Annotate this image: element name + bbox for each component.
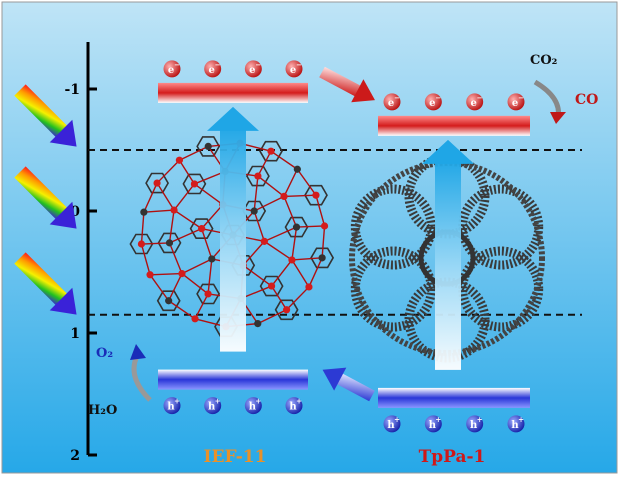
svg-text:−: −: [394, 93, 400, 102]
light-arrows: [14, 84, 77, 315]
electron: e−: [285, 60, 303, 78]
svg-text:e: e: [290, 65, 296, 76]
svg-text:−: −: [255, 60, 261, 69]
svg-text:h: h: [511, 420, 519, 431]
product-co: CO: [575, 92, 598, 108]
electron: e−: [163, 60, 181, 78]
svg-text:+: +: [215, 397, 221, 406]
rainbow-light-arrow-icon: [14, 84, 77, 147]
svg-text:h: h: [387, 420, 395, 431]
svg-text:e: e: [208, 65, 214, 76]
reactant-h2o: H₂O: [88, 403, 117, 418]
svg-text:−: −: [296, 60, 302, 69]
axis-tick-label: -1: [64, 82, 80, 98]
svg-text:e: e: [249, 65, 255, 76]
conduction-band-1: [378, 115, 530, 136]
svg-text:−: −: [518, 93, 524, 102]
axis-tick-label: 1: [70, 326, 80, 342]
charge-transfer-arrows: [319, 66, 375, 402]
label-tppa1: TpPa-1: [419, 447, 486, 467]
svg-text:h: h: [249, 402, 257, 413]
hole: h+: [204, 397, 222, 415]
electron: e−: [244, 60, 262, 78]
svg-text:−: −: [477, 93, 483, 102]
svg-text:e: e: [429, 98, 435, 109]
svg-text:+: +: [477, 415, 483, 424]
svg-text:+: +: [174, 397, 180, 406]
svg-text:h: h: [167, 402, 175, 413]
hole: h+: [244, 397, 262, 415]
electron: e−: [424, 93, 442, 111]
dashed-reference-lines: [88, 149, 582, 316]
excitation-arrow-0: [207, 106, 259, 352]
valence-band-0: [158, 369, 308, 390]
hole: h+: [466, 415, 484, 433]
tppa1-framework-structure: [349, 153, 545, 363]
hole: h+: [285, 397, 303, 415]
reactant-co2: CO₂: [530, 53, 557, 68]
rainbow-light-arrow-icon: [14, 166, 77, 229]
co2-arrow-head: [550, 112, 566, 124]
valence-band-1: [378, 387, 530, 408]
svg-text:+: +: [435, 415, 441, 424]
hole: h+: [507, 415, 525, 433]
electron: e−: [507, 93, 525, 111]
axis-tick-label: 2: [70, 448, 80, 464]
svg-text:h: h: [470, 420, 478, 431]
svg-text:+: +: [255, 397, 261, 406]
electron-transfer-arrow: [319, 66, 375, 103]
axis-tick-label: 0: [70, 204, 80, 220]
hole: h+: [163, 397, 181, 415]
hole-transfer-arrow: [322, 367, 375, 402]
electron: e−: [204, 60, 222, 78]
redox-reactions: CO₂ CO H₂O O₂: [88, 53, 598, 418]
svg-text:h: h: [429, 420, 437, 431]
water-arrow-head: [130, 344, 146, 360]
svg-text:−: −: [435, 93, 441, 102]
svg-text:e: e: [470, 98, 476, 109]
hole: h+: [424, 415, 442, 433]
svg-text:+: +: [394, 415, 400, 424]
potential-axis: -1 0 1 2: [64, 42, 97, 464]
product-o2: O₂: [96, 346, 113, 361]
svg-text:e: e: [168, 65, 174, 76]
svg-text:h: h: [208, 402, 216, 413]
electron: e−: [383, 93, 401, 111]
svg-text:e: e: [388, 98, 394, 109]
excitation-arrows: [207, 106, 474, 370]
svg-text:h: h: [289, 402, 297, 413]
svg-text:e: e: [512, 98, 518, 109]
energy-bands: e−h+e−h+e−h+e−h+e−h+e−h+e−h+e−h+: [158, 60, 530, 433]
label-ief11: IEF-11: [204, 447, 267, 467]
electron: e−: [466, 93, 484, 111]
svg-text:−: −: [174, 60, 180, 69]
rainbow-light-arrow-icon: [14, 252, 77, 315]
hole: h+: [383, 415, 401, 433]
excitation-arrow-1: [422, 139, 474, 370]
svg-text:+: +: [296, 397, 302, 406]
conduction-band-0: [158, 82, 308, 103]
svg-text:−: −: [215, 60, 221, 69]
svg-text:+: +: [518, 415, 524, 424]
